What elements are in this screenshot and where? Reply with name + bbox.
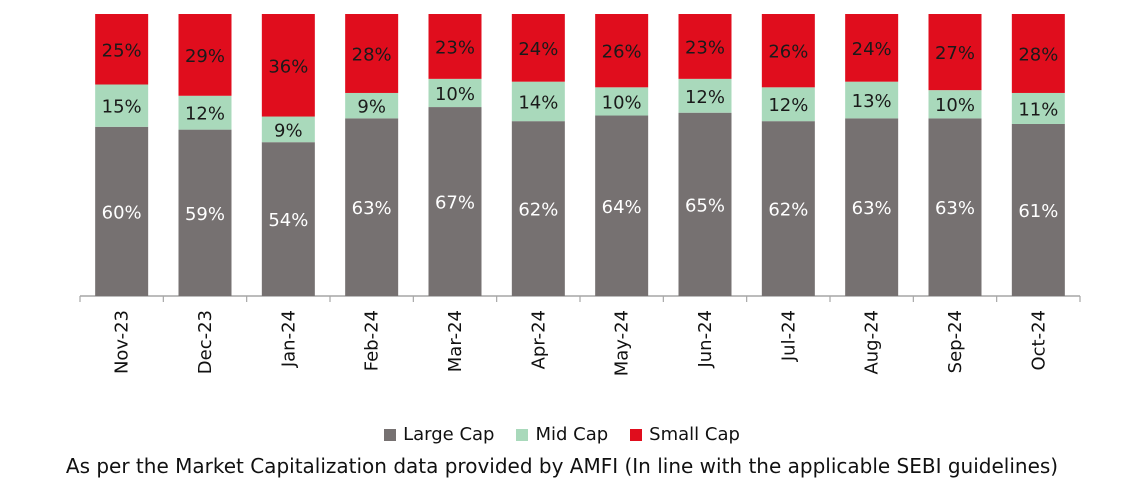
- bar-segment-small-cap: [595, 14, 649, 88]
- bar-segment-small-cap: [428, 14, 482, 79]
- data-label-mid-cap: 14%: [518, 92, 558, 113]
- data-label-large-cap: 63%: [852, 198, 892, 219]
- bar-segment-mid-cap: [345, 92, 399, 119]
- x-tick-label: Jun-24: [695, 310, 716, 369]
- bar-segment-mid-cap: [428, 78, 482, 108]
- bar-segment-large-cap: [178, 129, 232, 296]
- bar-segment-mid-cap: [678, 78, 732, 113]
- bar-segment-small-cap: [261, 14, 315, 117]
- data-label-small-cap: 23%: [685, 37, 725, 58]
- data-label-mid-cap: 13%: [852, 91, 892, 112]
- legend-swatch-mid-cap: [516, 428, 529, 441]
- bar-segment-small-cap: [345, 14, 399, 93]
- bar-segment-large-cap: [928, 118, 982, 296]
- bar-segment-large-cap: [428, 107, 482, 296]
- legend-swatch-small-cap: [630, 428, 643, 441]
- bar-segment-mid-cap: [595, 87, 649, 116]
- stacked-bar-chart: 60% 15% 25% Nov-23 59% 12% 29% Dec-23 54% 9% 36% Ja…: [79, 14, 1081, 376]
- x-tick-label: Feb-24: [362, 310, 383, 371]
- data-label-large-cap: 64%: [602, 197, 642, 218]
- data-label-small-cap: 36%: [268, 56, 308, 77]
- bar-segment-large-cap: [345, 118, 399, 296]
- data-label-small-cap: 28%: [1018, 44, 1058, 65]
- bar-segment-mid-cap: [511, 81, 565, 122]
- data-label-large-cap: 61%: [1018, 201, 1058, 222]
- data-label-mid-cap: 15%: [102, 97, 142, 118]
- data-label-mid-cap: 12%: [768, 95, 808, 116]
- bar-segment-small-cap: [1011, 14, 1065, 93]
- x-tick-label: Jul-24: [778, 310, 799, 362]
- x-tick-label: May-24: [612, 310, 633, 376]
- data-label-mid-cap: 9%: [357, 97, 386, 118]
- legend-label-mid-cap: Mid Cap: [535, 424, 609, 445]
- data-label-mid-cap: 9%: [274, 120, 303, 141]
- data-label-small-cap: 27%: [935, 43, 975, 64]
- data-label-small-cap: 24%: [518, 39, 558, 60]
- x-tick-label: Apr-24: [528, 310, 549, 369]
- bar-segment-large-cap: [845, 118, 899, 296]
- bar-segment-large-cap: [261, 142, 315, 296]
- bar-segment-mid-cap: [95, 84, 149, 127]
- legend-label-small-cap: Small Cap: [649, 424, 740, 445]
- data-label-large-cap: 65%: [685, 195, 725, 216]
- legend-label-large-cap: Large Cap: [403, 424, 495, 445]
- data-label-mid-cap: 10%: [935, 95, 975, 116]
- bar-segment-small-cap: [678, 14, 732, 79]
- data-label-small-cap: 29%: [185, 46, 225, 67]
- data-label-large-cap: 63%: [935, 198, 975, 219]
- footnote: As per the Market Capitalization data pr…: [65, 454, 1059, 478]
- chart-legend: Large Cap Mid Cap Small Cap: [0, 424, 1124, 445]
- data-label-mid-cap: 12%: [685, 87, 725, 108]
- data-label-large-cap: 59%: [185, 204, 225, 225]
- data-label-large-cap: 54%: [268, 210, 308, 231]
- bar-segment-mid-cap: [1011, 92, 1065, 124]
- data-label-mid-cap: 10%: [435, 84, 475, 105]
- data-label-mid-cap: 10%: [602, 92, 642, 113]
- data-label-small-cap: 23%: [435, 37, 475, 58]
- data-label-small-cap: 25%: [102, 40, 142, 61]
- bar-segment-small-cap: [845, 14, 899, 82]
- legend-swatch-large-cap: [384, 428, 397, 441]
- bar-segment-mid-cap: [261, 116, 315, 143]
- legend-item-small-cap: Small Cap: [630, 424, 740, 445]
- x-tick-label: Jan-24: [278, 310, 299, 368]
- legend-item-large-cap: Large Cap: [384, 424, 494, 445]
- bar-segment-small-cap: [95, 14, 149, 85]
- data-label-small-cap: 26%: [768, 42, 808, 63]
- x-tick-label: Nov-23: [112, 310, 133, 374]
- bar-segment-large-cap: [511, 121, 565, 296]
- data-label-small-cap: 26%: [602, 42, 642, 63]
- bar-segment-small-cap: [511, 14, 565, 82]
- x-tick-label: Sep-24: [945, 310, 966, 373]
- data-label-large-cap: 60%: [102, 202, 142, 223]
- bar-segment-large-cap: [595, 115, 649, 297]
- bar-segment-small-cap: [761, 14, 815, 88]
- x-tick-label: Oct-24: [1028, 310, 1049, 371]
- x-tick-label: Mar-24: [445, 310, 466, 372]
- data-label-large-cap: 63%: [352, 198, 392, 219]
- bar-segment-mid-cap: [178, 95, 232, 130]
- bar-segment-mid-cap: [928, 90, 982, 119]
- data-label-large-cap: 67%: [435, 193, 475, 214]
- bar-segment-small-cap: [928, 14, 982, 91]
- data-label-small-cap: 28%: [352, 44, 392, 65]
- data-label-mid-cap: 11%: [1018, 99, 1058, 120]
- data-label-small-cap: 24%: [852, 39, 892, 60]
- data-label-mid-cap: 12%: [185, 104, 225, 125]
- bar-segment-large-cap: [761, 121, 815, 296]
- bar-segment-large-cap: [95, 126, 149, 296]
- bar-segment-large-cap: [678, 112, 732, 296]
- x-tick-label: Aug-24: [862, 310, 883, 375]
- bar-segment-large-cap: [1011, 123, 1065, 296]
- bar-segment-mid-cap: [845, 81, 899, 119]
- bar-segment-mid-cap: [761, 87, 815, 122]
- data-label-large-cap: 62%: [518, 200, 558, 221]
- x-tick-label: Dec-23: [195, 310, 216, 374]
- legend-item-mid-cap: Mid Cap: [516, 424, 608, 445]
- bar-segment-small-cap: [178, 14, 232, 96]
- data-label-large-cap: 62%: [768, 200, 808, 221]
